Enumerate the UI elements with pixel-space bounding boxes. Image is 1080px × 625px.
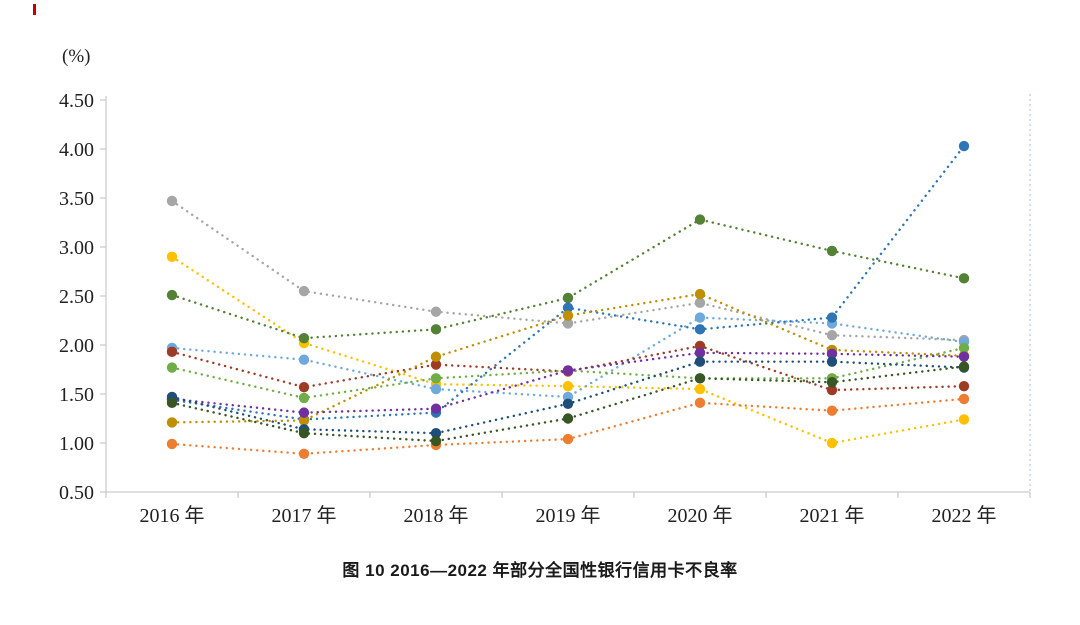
series-marker bbox=[166, 289, 178, 301]
series-marker bbox=[166, 195, 178, 207]
series-marker bbox=[958, 273, 970, 284]
page-corner-mark bbox=[33, 4, 36, 15]
series-marker bbox=[958, 342, 970, 354]
series-marker bbox=[826, 245, 838, 257]
x-tick-label: 2019 年 bbox=[536, 504, 601, 527]
series-marker bbox=[562, 310, 574, 321]
series-marker bbox=[694, 373, 706, 384]
y-tick-label: 3.00 bbox=[59, 237, 94, 259]
series-marker bbox=[430, 403, 442, 414]
y-tick-label: 2.00 bbox=[59, 335, 94, 357]
series-marker bbox=[694, 383, 706, 395]
series-marker bbox=[562, 318, 574, 329]
y-tick-label: 1.50 bbox=[59, 384, 94, 406]
series-marker bbox=[166, 417, 178, 428]
series-marker bbox=[826, 330, 838, 341]
series-dark-green bbox=[166, 214, 970, 344]
series-marker bbox=[826, 348, 838, 360]
series-orange bbox=[166, 393, 970, 459]
series-marker bbox=[694, 214, 706, 225]
series-marker bbox=[298, 332, 310, 344]
series-marker bbox=[166, 362, 178, 373]
series-marker bbox=[958, 351, 970, 362]
series-marker bbox=[166, 346, 178, 358]
series-marker bbox=[958, 393, 970, 405]
y-axis-unit-label: (%) bbox=[62, 46, 90, 67]
series-marker bbox=[562, 302, 574, 313]
series-marker bbox=[958, 140, 970, 152]
series-marker bbox=[958, 361, 970, 372]
series-marker bbox=[298, 415, 310, 426]
y-axis-tick-labels: 0.50 1.00 1.50 2.00 2.50 3.00 3.50 4.00 4.50 bbox=[59, 90, 94, 504]
y-tick-label: 3.50 bbox=[59, 188, 94, 210]
series-marker bbox=[298, 381, 310, 393]
series-marker bbox=[562, 398, 574, 409]
series-marker bbox=[166, 397, 178, 409]
series-marker bbox=[298, 354, 310, 365]
series-marker bbox=[166, 251, 178, 262]
series-marker bbox=[694, 397, 706, 409]
series-marker bbox=[694, 297, 706, 309]
x-axis-tick-labels: 2016 年 2017 年 2018 年 2019 年 2020 年 2021 年 2022… bbox=[140, 504, 997, 527]
series-marker bbox=[958, 380, 970, 392]
series-marker bbox=[298, 407, 310, 418]
series-marker bbox=[826, 356, 838, 367]
series-marker bbox=[430, 373, 442, 384]
series-marker bbox=[166, 438, 178, 450]
x-tick-label: 2022 年 bbox=[932, 504, 997, 527]
series-marker bbox=[562, 380, 574, 392]
x-tick-label: 2020 年 bbox=[668, 504, 733, 527]
series-marker bbox=[826, 405, 838, 416]
series-marker bbox=[694, 356, 706, 367]
x-tick-label: 2016 年 bbox=[140, 504, 205, 527]
series-layer bbox=[166, 140, 970, 459]
y-tick-label: 2.50 bbox=[59, 286, 94, 308]
series-marker bbox=[430, 351, 442, 362]
series-marker bbox=[694, 347, 706, 359]
series-marker bbox=[562, 413, 574, 424]
series-marker bbox=[430, 383, 442, 395]
figure-caption: 图 10 2016—2022 年部分全国性银行信用卡不良率 bbox=[342, 561, 738, 580]
series-marker bbox=[562, 365, 574, 376]
series-marker bbox=[562, 433, 574, 445]
series-marker bbox=[694, 288, 706, 300]
axes bbox=[100, 94, 1031, 498]
series-marker bbox=[826, 312, 838, 323]
series-marker bbox=[826, 437, 838, 449]
series-line bbox=[170, 144, 966, 421]
y-tick-label: 0.50 bbox=[59, 482, 94, 504]
series-marker bbox=[430, 324, 442, 335]
series-marker bbox=[430, 306, 442, 317]
series-marker bbox=[958, 414, 970, 425]
x-tick-label: 2021 年 bbox=[800, 504, 865, 527]
series-gray bbox=[166, 195, 970, 346]
series-marker bbox=[826, 384, 838, 396]
series-marker bbox=[562, 292, 574, 304]
series-marker bbox=[430, 359, 442, 370]
x-tick-label: 2017 年 bbox=[272, 504, 337, 527]
series-marker bbox=[298, 448, 310, 459]
series-marker bbox=[694, 312, 706, 323]
series-marker bbox=[430, 428, 442, 439]
series-marker bbox=[430, 435, 442, 447]
series-marker bbox=[298, 392, 310, 404]
x-tick-label: 2018 年 bbox=[404, 504, 469, 527]
line-chart: (%) 0.50 1.00 1.50 2.00 2.50 3.00 3.50 4.00 4.50… bbox=[59, 46, 1031, 527]
y-tick-label: 4.50 bbox=[59, 90, 94, 112]
y-tick-label: 1.00 bbox=[59, 433, 94, 455]
y-tick-label: 4.00 bbox=[59, 139, 94, 161]
series-dark-teal bbox=[166, 361, 970, 447]
chart-canvas: (%) 0.50 1.00 1.50 2.00 2.50 3.00 3.50 4.00 4.50… bbox=[59, 46, 1031, 527]
series-marker bbox=[298, 428, 310, 439]
series-marker bbox=[694, 324, 706, 335]
series-marker bbox=[298, 285, 310, 297]
series-marker bbox=[826, 377, 838, 388]
